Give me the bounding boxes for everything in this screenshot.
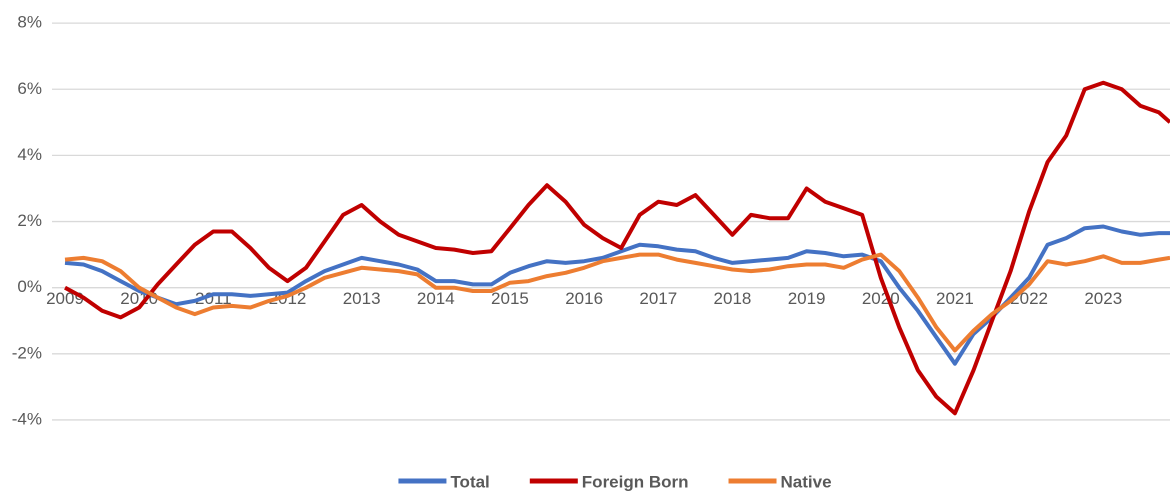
x-tick-label: 2023 xyxy=(1084,289,1122,308)
x-tick-label: 2015 xyxy=(491,289,529,308)
x-tick-label: 2017 xyxy=(639,289,677,308)
y-tick-label: 0% xyxy=(17,277,42,296)
legend-label: Total xyxy=(450,472,489,491)
y-tick-label: -2% xyxy=(12,343,42,362)
x-tick-label: 2016 xyxy=(565,289,603,308)
x-tick-label: 2018 xyxy=(714,289,752,308)
y-tick-label: 6% xyxy=(17,79,42,98)
x-tick-label: 2013 xyxy=(343,289,381,308)
x-tick-label: 2021 xyxy=(936,289,974,308)
line-series xyxy=(64,252,1170,353)
y-tick-label: 4% xyxy=(17,145,42,164)
x-tick-label: 2020 xyxy=(862,289,900,308)
y-tick-label: -4% xyxy=(12,409,42,428)
x-tick-label: 2014 xyxy=(417,289,455,308)
legend-label: Foreign Born xyxy=(582,472,689,491)
x-tick-label: 2019 xyxy=(788,289,826,308)
y-tick-label: 2% xyxy=(17,211,42,230)
line-series xyxy=(64,80,1170,416)
legend-label: Native xyxy=(781,472,832,491)
y-tick-label: 8% xyxy=(17,13,42,32)
x-tick-label: 2009 xyxy=(46,289,84,308)
